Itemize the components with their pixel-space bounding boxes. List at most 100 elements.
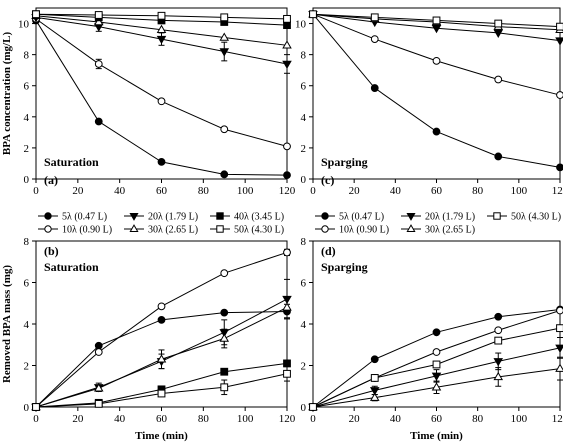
x-tick-label: 80 (472, 413, 484, 425)
data-point (493, 371, 504, 381)
legend-marker (129, 212, 139, 221)
legend-item-20-1.79-l: 20λ (1.79 L) (401, 212, 475, 223)
legend-item-40-3.45-l: 40λ (3.45 L) (210, 212, 284, 223)
series-10-0.90-l (32, 14, 291, 151)
data-point (370, 355, 379, 364)
data-point (370, 84, 379, 92)
y-tick-label: 4 (24, 319, 30, 331)
legend-marker (321, 225, 329, 233)
legend-label: 10λ (0.90 L) (62, 225, 112, 236)
y-tick-label: 4 (301, 112, 307, 124)
legend-marker (44, 225, 52, 233)
legend-label: 5λ (0.47 L) (339, 212, 384, 223)
x-tick-label: 60 (156, 413, 168, 425)
series-30-2.65-l (31, 296, 292, 411)
legend-label: 50λ (4.30 L) (234, 225, 284, 236)
data-point (494, 19, 503, 28)
data-point (220, 125, 229, 134)
x-axis-title: Time (min) (135, 430, 188, 442)
series-50-4.30-l (32, 366, 291, 411)
x-tick-label: 0 (33, 185, 39, 197)
data-point (432, 56, 441, 65)
data-point (283, 171, 291, 180)
data-point (282, 302, 292, 311)
data-point (555, 37, 563, 46)
data-point (94, 399, 103, 408)
y-tick-label: 2 (24, 361, 30, 373)
data-point (369, 392, 380, 401)
legend-marker (321, 212, 329, 220)
data-point (309, 403, 317, 411)
y-tick-label: 10 (18, 19, 30, 31)
panel-annotation: Saturation (44, 155, 99, 169)
x-tick-label: 80 (198, 413, 210, 425)
panel-annotation: Sparging (321, 260, 368, 274)
y-tick-label: 6 (24, 81, 30, 93)
data-point (493, 358, 504, 367)
legend-label: 40λ (3.45 L) (234, 212, 284, 223)
y-tick-label: 6 (24, 278, 30, 290)
panel-b-removed-mass-saturation: 0 20 40 60 80 100 120 0 2 4 6 8 Removed BPA mass (mg… (1, 236, 296, 442)
data-point (157, 302, 166, 311)
y-tick-label: 4 (24, 112, 30, 124)
data-point (555, 363, 563, 372)
data-point (370, 35, 379, 43)
legend-marker (406, 224, 416, 233)
x-tick-label: 100 (237, 185, 254, 197)
y-tick-label: 8 (24, 236, 30, 248)
y-tick-label: 8 (301, 50, 307, 62)
x-tick-label: 40 (390, 413, 402, 425)
y-tick-label: 8 (24, 50, 30, 62)
series-10-0.90-l (309, 306, 563, 411)
data-point (556, 22, 563, 31)
legend-item-50-4.30-l: 50λ (4.30 L) (210, 225, 284, 236)
legend-marker (406, 212, 416, 221)
data-point (370, 374, 379, 382)
data-point (432, 328, 441, 337)
panel-d-removed-mass-sparging: 0 20 40 60 80 100 120 0 2 4 6 8 Time (min) Sparging (d… (301, 236, 563, 442)
legend-item-5-0.47-l: 5λ (0.47 L) (315, 212, 384, 223)
legend-marker (44, 212, 52, 220)
data-point (555, 344, 563, 353)
y-tick-label: 10 (295, 19, 307, 31)
y-tick-label: 0 (301, 402, 307, 414)
panel-c-concentration-sparging: 0 20 40 60 80 100 120 0 2 4 6 8 10 Sparging (c) (295, 7, 563, 197)
legend-label: 30λ (2.65 L) (425, 225, 475, 236)
y-tick-label: 8 (301, 236, 307, 248)
data-point (309, 10, 317, 19)
data-point (283, 369, 291, 378)
x-tick-label: 80 (198, 185, 210, 197)
data-point (93, 383, 104, 392)
data-point (156, 35, 167, 45)
data-point (494, 152, 503, 161)
legend-item-30-2.65-l: 30λ (2.65 L) (124, 224, 198, 236)
panel-a-concentration-saturation: 0 20 40 60 80 100 120 0 2 4 6 8 10 BPA concentration … (1, 7, 296, 197)
x-tick-label: 20 (72, 185, 84, 197)
legend-marker (216, 212, 224, 220)
series-line (312, 13, 561, 168)
data-point (282, 40, 292, 49)
legend-right: 5λ (0.47 L) 20λ (1.79 L) 50λ (4.30 L) 10λ (… (315, 212, 561, 236)
data-point (219, 32, 230, 41)
y-tick-label: 0 (24, 174, 30, 186)
data-point (32, 10, 40, 19)
legend-left: 5λ (0.47 L) 20λ (1.79 L) 40λ (3.45 L) 10λ (… (38, 212, 284, 236)
data-point (220, 367, 229, 376)
legend-item-20-1.79-l: 20λ (1.79 L) (124, 212, 198, 223)
data-point (431, 382, 442, 391)
legend-marker (129, 224, 139, 233)
y-tick-label: 2 (301, 361, 307, 373)
data-point (32, 403, 40, 411)
x-tick-label: 40 (390, 185, 402, 197)
legend-marker (216, 225, 224, 233)
legend-item-5-0.47-l: 5λ (0.47 L) (38, 212, 107, 223)
legend-marker (493, 212, 501, 220)
data-point (493, 29, 504, 38)
x-tick-label: 0 (310, 413, 316, 425)
series-line (35, 251, 288, 408)
x-tick-label: 120 (552, 185, 563, 197)
legend-item-30-2.65-l: 30λ (2.65 L) (401, 224, 475, 236)
plot-frame (312, 7, 561, 180)
data-point (156, 24, 167, 33)
